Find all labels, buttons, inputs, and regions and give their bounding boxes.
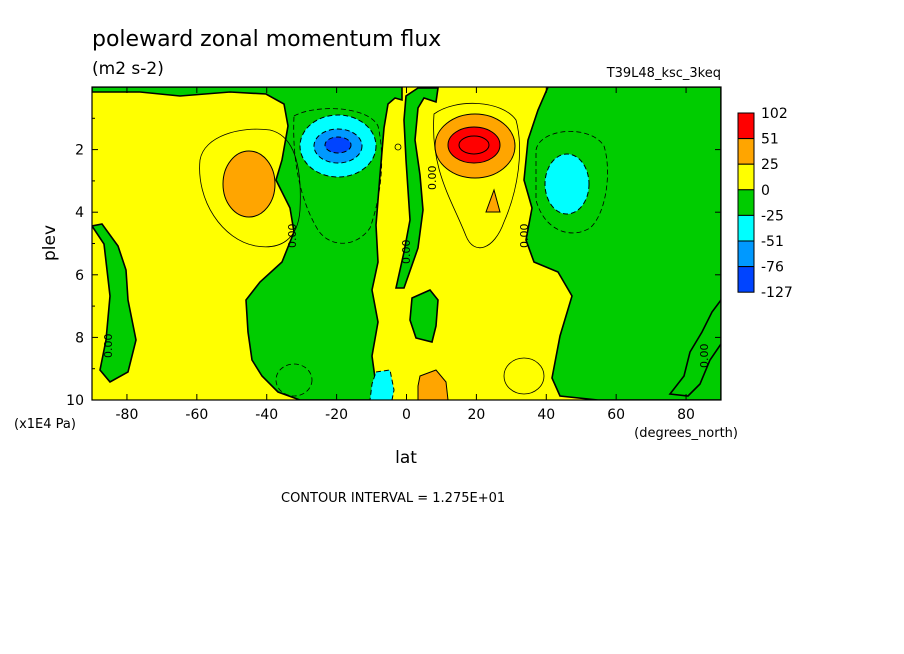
- colorbar-swatch-6: [737, 266, 755, 293]
- x-tick-label-4: 0: [402, 407, 411, 423]
- contour-label-3: 0.00: [426, 166, 439, 191]
- x-axis-units: (degrees_north): [634, 426, 738, 441]
- y-tick-label-1: 4: [75, 205, 84, 221]
- negative-region-nh-pocket: [409, 289, 439, 343]
- colorbar-label-3: 0: [761, 183, 770, 199]
- contour-field: 0.00 0.00 0.00 0.00 0.00 0.00: [92, 87, 721, 400]
- contour-interval-note: CONTOUR INTERVAL = 1.275E+01: [281, 491, 505, 506]
- contour-label-4: 0.00: [518, 224, 531, 249]
- contour-nh-pos-outer: [433, 103, 520, 249]
- colorbar-label-7: -127: [761, 285, 793, 301]
- cell-nh-mid-neg: [544, 153, 590, 215]
- y-tick-label-2: 6: [75, 268, 84, 284]
- x-tick-label-3: -20: [325, 407, 348, 423]
- x-axis-label: lat: [395, 448, 417, 468]
- colorbar-swatch-5: [737, 240, 755, 268]
- colorbar-swatch-0: [737, 112, 755, 140]
- cell-sh-mid-pos: [222, 150, 276, 218]
- y-axis: 2 4 6 8 10: [66, 117, 721, 409]
- colorbar-swatch-1: [737, 138, 755, 165]
- cell-sh-neg-3: [324, 136, 352, 154]
- y-axis-units: (x1E4 Pa): [14, 417, 76, 432]
- x-tick-label-7: 60: [607, 407, 625, 423]
- x-tick-label-8: 80: [677, 407, 695, 423]
- colorbar-label-6: -76: [761, 260, 784, 276]
- x-tick-label-0: -80: [116, 407, 139, 423]
- cell-near-surface-neg: [369, 369, 395, 400]
- y-tick-label-3: 8: [75, 330, 84, 346]
- contour-tiny: [394, 143, 402, 151]
- colorbar-label-1: 51: [761, 132, 779, 148]
- negative-region-nh-pole: [668, 298, 721, 397]
- y-axis-label: plev: [40, 225, 60, 261]
- contour-label-1: 0.00: [286, 224, 299, 249]
- x-axis: -80 -60 -40 -20 0 20 40 60 80: [116, 87, 695, 423]
- contour-label-6: 0.00: [698, 344, 711, 369]
- x-tick-label-6: 40: [537, 407, 555, 423]
- chart-units: (m2 s-2): [92, 59, 164, 79]
- cell-nh-pos-3: [458, 135, 490, 155]
- contour-label-5: 0.00: [102, 334, 115, 359]
- x-tick-label-2: -40: [255, 407, 278, 423]
- contour-nh-surface-small: [503, 357, 545, 395]
- negative-region-equator-north: [395, 87, 439, 289]
- y-tick-label-4: 10: [66, 393, 84, 409]
- x-tick-label-5: 20: [467, 407, 485, 423]
- chart-title: poleward zonal momentum flux: [92, 27, 441, 52]
- colorbar: 102 51 25 0 -25 -51 -76 -127: [737, 106, 793, 301]
- colorbar-label-5: -51: [761, 234, 784, 250]
- y-tick-label-0: 2: [75, 143, 84, 159]
- colorbar-label-0: 102: [761, 106, 788, 122]
- colorbar-label-4: -25: [761, 208, 784, 224]
- contour-sh-mid-outer: [199, 128, 301, 248]
- colorbar-swatch-2: [737, 163, 755, 191]
- negative-region-sh-pole: [92, 223, 137, 384]
- contour-nh-mid-outer: [535, 131, 608, 234]
- contour-sh-neg-outer: [293, 108, 383, 244]
- cell-nh-pos-2: [447, 126, 501, 164]
- colorbar-swatch-4: [737, 214, 755, 242]
- colorbar-swatch-3: [737, 189, 755, 216]
- x-tick-label-1: -60: [185, 407, 208, 423]
- cell-near-surface-pos: [417, 369, 449, 400]
- run-label: T39L48_ksc_3keq: [606, 66, 721, 81]
- contour-label-2: 0.00: [400, 240, 413, 265]
- cell-nh-pos-small: [485, 188, 501, 213]
- colorbar-label-2: 25: [761, 157, 779, 173]
- contour-sh-surface-small: [275, 363, 313, 397]
